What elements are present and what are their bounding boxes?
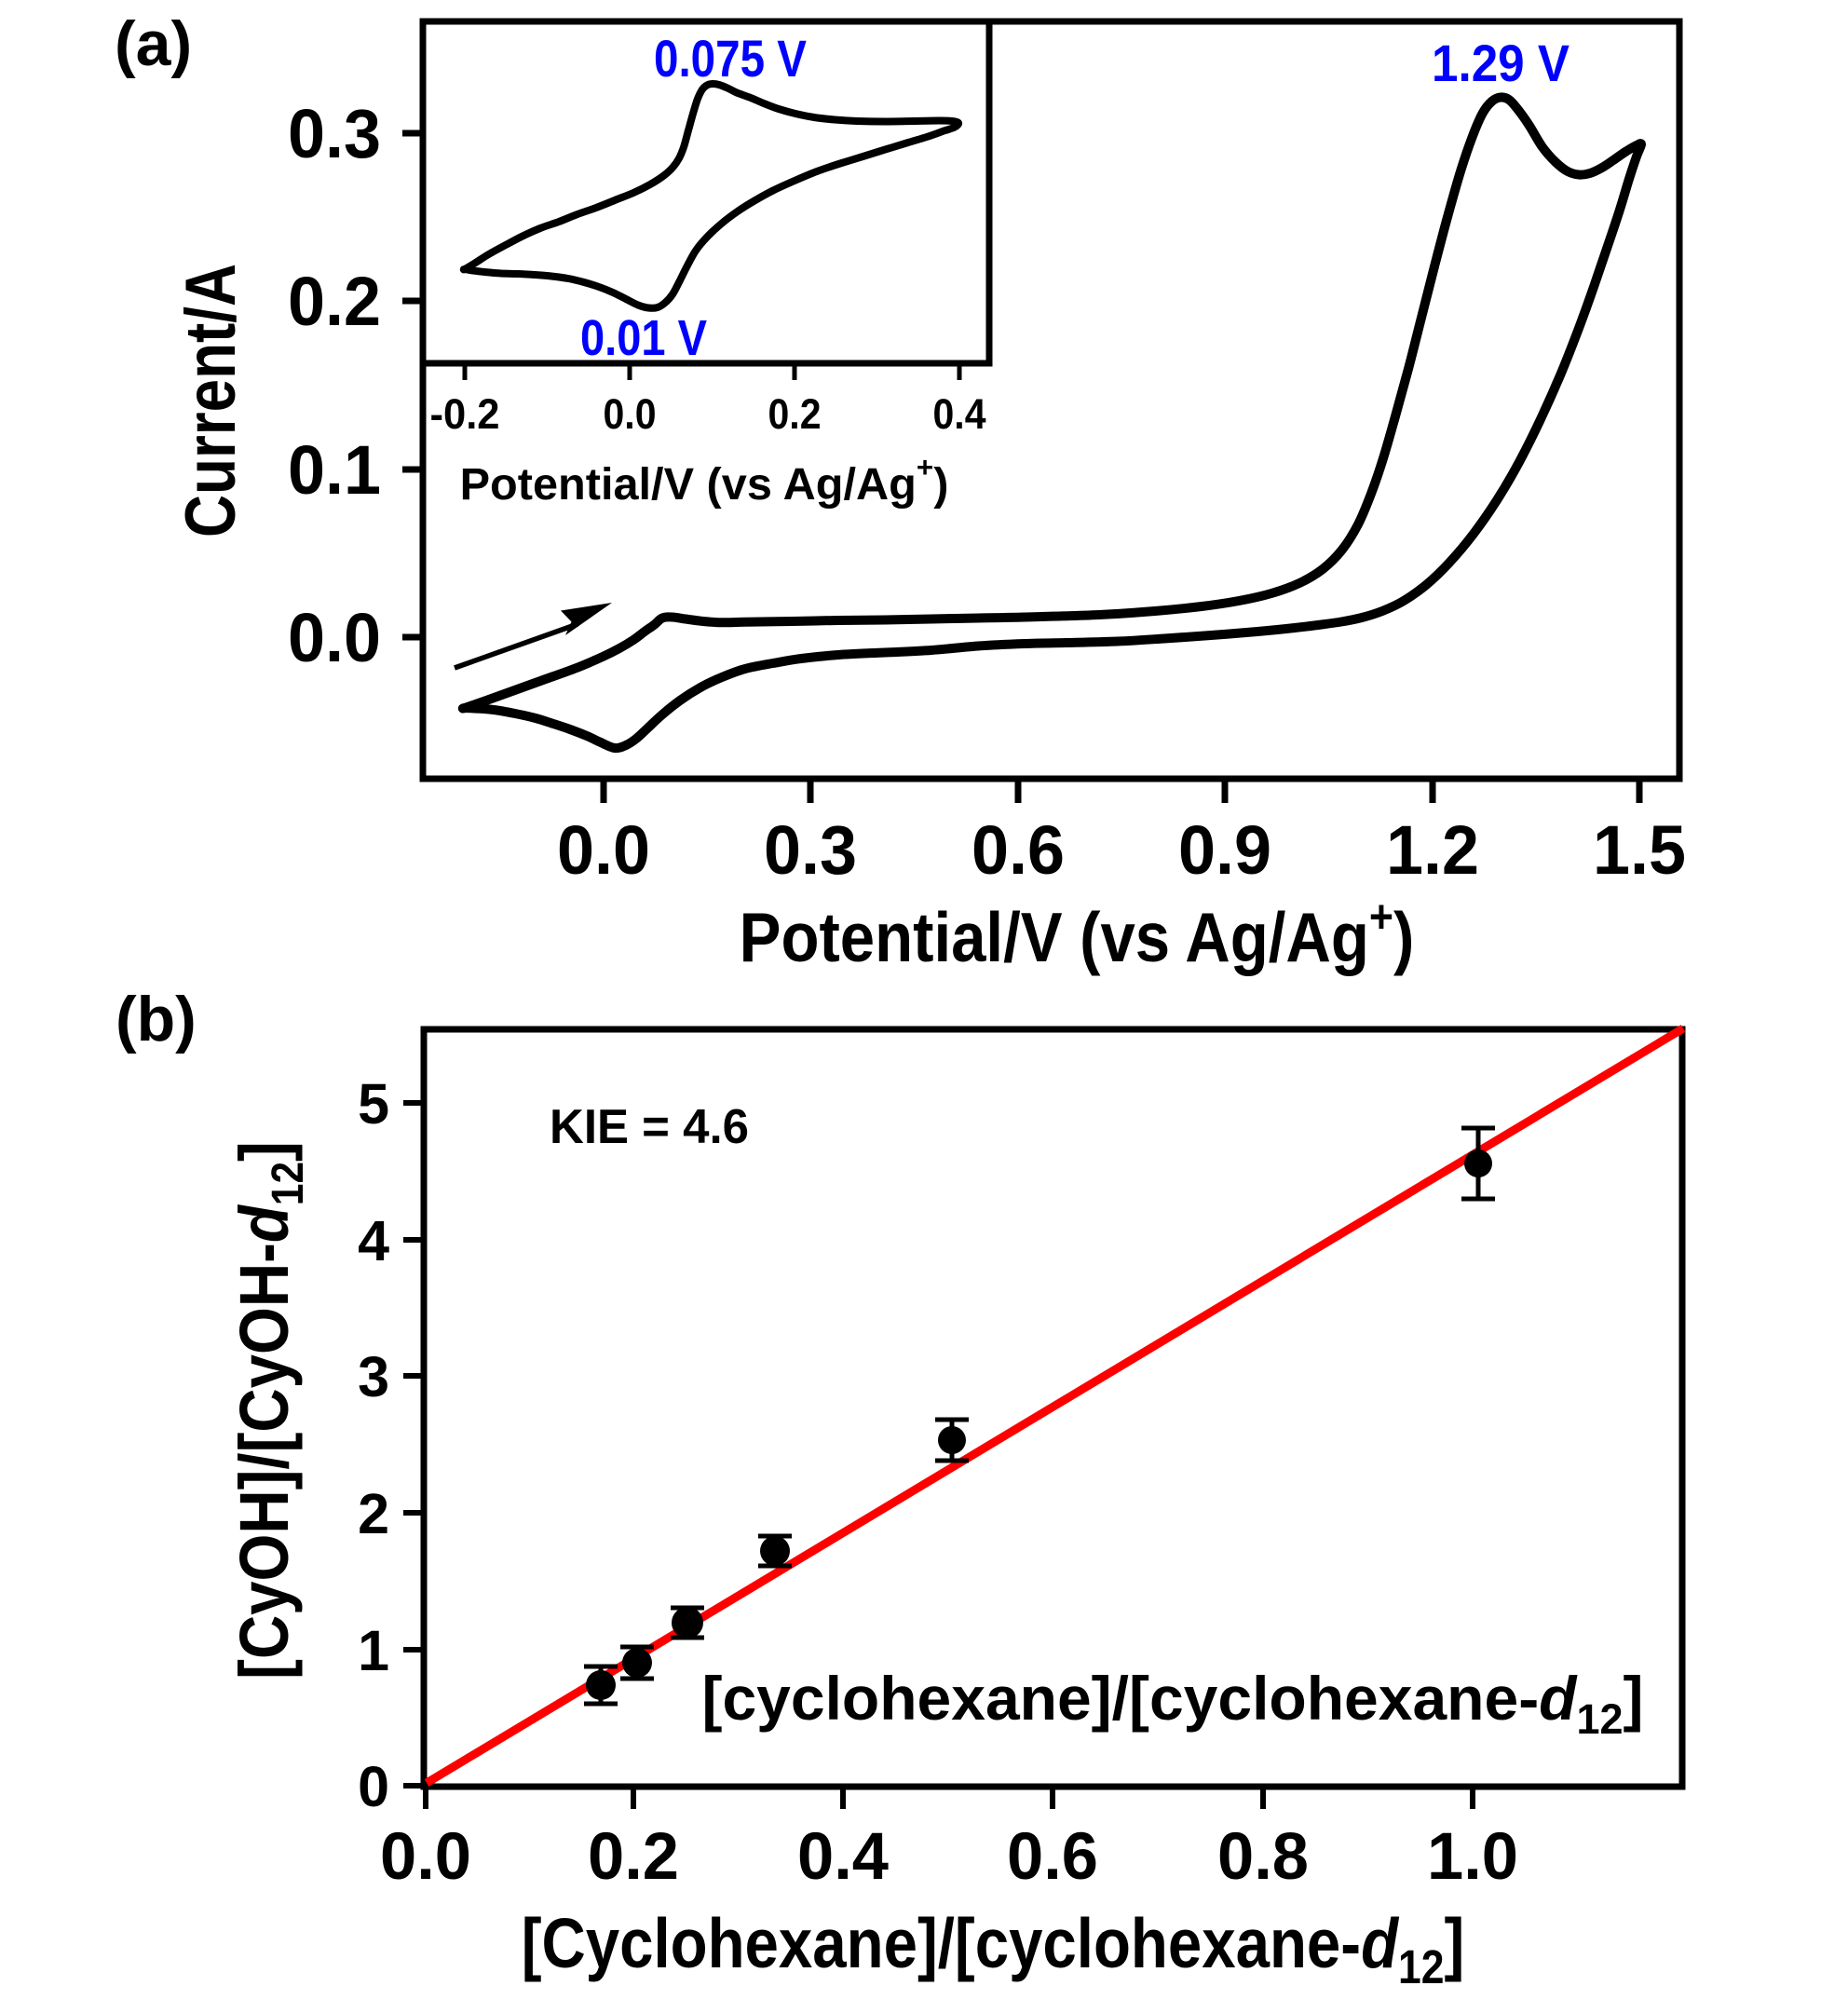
svg-text:0.3: 0.3 <box>288 95 381 172</box>
svg-text:0.2: 0.2 <box>768 390 822 438</box>
svg-text:(a): (a) <box>115 8 192 79</box>
svg-text:0.01 V: 0.01 V <box>580 310 707 366</box>
svg-text:1: 1 <box>358 1619 389 1682</box>
svg-text:0.2: 0.2 <box>588 1820 679 1894</box>
svg-text:0.0: 0.0 <box>288 599 381 676</box>
svg-text:0.4: 0.4 <box>797 1820 890 1894</box>
svg-text:1.0: 1.0 <box>1427 1820 1518 1894</box>
svg-text:0.6: 0.6 <box>1007 1820 1098 1894</box>
svg-text:0.0: 0.0 <box>557 811 650 889</box>
svg-text:0.2: 0.2 <box>288 263 381 340</box>
svg-text:0.0: 0.0 <box>380 1820 471 1894</box>
svg-text:Potential/V (vs Ag/Ag+): Potential/V (vs Ag/Ag+) <box>740 891 1415 977</box>
svg-text:[CyOH]/[CyOH-d12]: [CyOH]/[CyOH-d12] <box>225 1141 312 1680</box>
svg-text:0.9: 0.9 <box>1178 811 1271 889</box>
svg-text:0: 0 <box>358 1755 389 1818</box>
svg-text:Potential/V (vs Ag/Ag+): Potential/V (vs Ag/Ag+) <box>460 451 949 510</box>
svg-text:1.2: 1.2 <box>1386 811 1479 889</box>
svg-text:KIE = 4.6: KIE = 4.6 <box>550 1100 749 1154</box>
svg-text:1.29 V: 1.29 V <box>1432 34 1569 92</box>
svg-text:0.4: 0.4 <box>933 390 986 438</box>
svg-text:[cyclohexane]/[cyclohexane-d12: [cyclohexane]/[cyclohexane-d12] <box>701 1664 1643 1743</box>
svg-text:2: 2 <box>358 1482 389 1545</box>
svg-text:1.5: 1.5 <box>1593 811 1686 889</box>
svg-text:0.075 V: 0.075 V <box>654 29 807 88</box>
svg-text:5: 5 <box>358 1072 389 1136</box>
svg-text:(b): (b) <box>116 984 197 1054</box>
svg-text:3: 3 <box>358 1345 389 1408</box>
svg-text:[Cyclohexane]/[cyclohexane-d12: [Cyclohexane]/[cyclohexane-d12] <box>522 1904 1465 1994</box>
svg-text:0.3: 0.3 <box>764 811 857 889</box>
svg-text:0.6: 0.6 <box>972 811 1065 889</box>
svg-text:0.0: 0.0 <box>604 390 657 438</box>
svg-text:4: 4 <box>358 1209 389 1272</box>
svg-text:0.1: 0.1 <box>288 431 381 509</box>
svg-text:Current/A: Current/A <box>171 264 251 537</box>
svg-text:-0.2: -0.2 <box>430 390 500 438</box>
svg-text:0.8: 0.8 <box>1217 1820 1309 1894</box>
